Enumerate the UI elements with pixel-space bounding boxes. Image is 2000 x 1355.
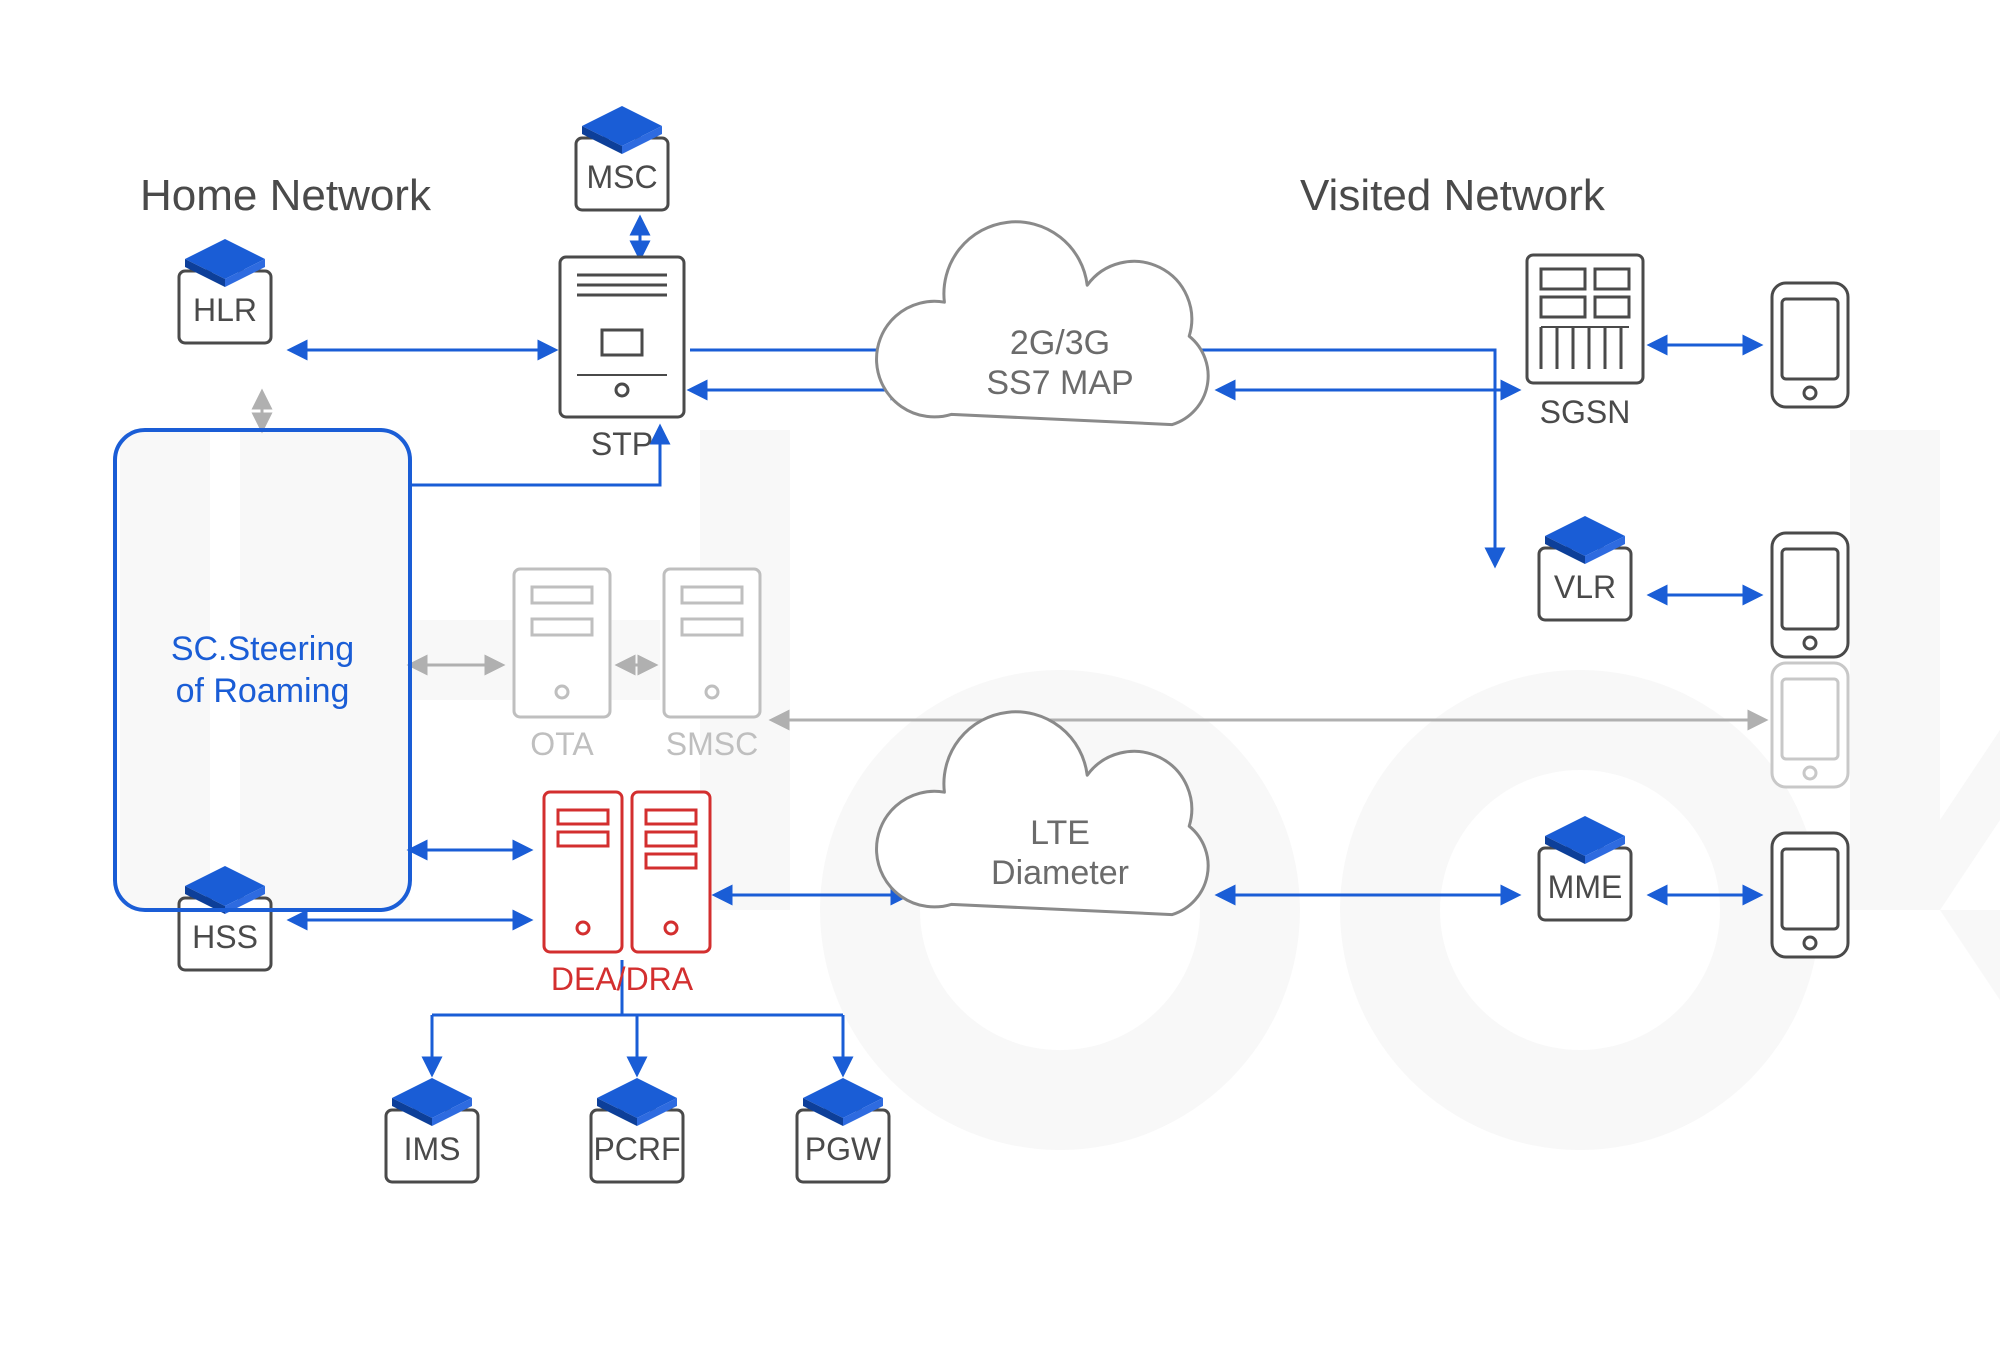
node-phone4: [1772, 833, 1848, 957]
node-ims: IMS: [386, 1078, 478, 1182]
node-stp: STP: [560, 257, 684, 462]
roaming-label-2: of Roaming: [176, 672, 350, 710]
cloud-ss7-label1: 2G/3G: [1010, 324, 1110, 362]
node-smsc-label: SMSC: [666, 726, 758, 762]
node-vlr: VLR: [1539, 516, 1631, 620]
node-ota-label: OTA: [530, 726, 594, 762]
node-pcrf-label: PCRF: [593, 1131, 680, 1167]
node-msc: MSC: [576, 106, 668, 210]
cloud-ss7-label2: SS7 MAP: [986, 364, 1133, 402]
node-phone2: [1772, 533, 1848, 657]
node-dea-label: DEA/DRA: [551, 961, 694, 997]
node-smsc: SMSC: [664, 569, 760, 762]
node-msc-label: MSC: [586, 159, 657, 195]
node-hss-label: HSS: [192, 919, 258, 955]
node-vlr-label: VLR: [1554, 569, 1616, 605]
node-hlr-label: HLR: [193, 292, 257, 328]
title-home-network: Home Network: [140, 171, 432, 220]
node-mme: MME: [1539, 816, 1631, 920]
node-hlr: HLR: [179, 239, 271, 343]
network-diagram: 2G/3GSS7 MAP LTEDiameter MSC HLR STP OTA SMSC…: [0, 0, 2000, 1355]
cloud-ss7: 2G/3GSS7 MAP: [877, 222, 1209, 425]
node-phone1: [1772, 283, 1848, 407]
node-sgsn-label: SGSN: [1540, 394, 1631, 430]
node-stp-label: STP: [591, 426, 653, 462]
cloud-lte-label1: LTE: [1030, 814, 1090, 852]
title-visited-network: Visited Network: [1300, 171, 1606, 220]
node-sgsn: SGSN: [1527, 255, 1643, 430]
node-mme-label: MME: [1548, 869, 1623, 905]
node-dea: DEA/DRA: [544, 792, 710, 997]
node-ota: OTA: [514, 569, 610, 762]
clouds-layer: 2G/3GSS7 MAP LTEDiameter: [877, 222, 1209, 915]
cloud-lte-label2: Diameter: [991, 854, 1129, 892]
roaming-label-1: SC.Steering: [171, 630, 354, 668]
node-ims-label: IMS: [404, 1131, 461, 1167]
node-pcrf: PCRF: [591, 1078, 683, 1182]
node-pgw: PGW: [797, 1078, 889, 1182]
node-pgw-label: PGW: [805, 1131, 882, 1167]
node-phone3: [1772, 663, 1848, 787]
